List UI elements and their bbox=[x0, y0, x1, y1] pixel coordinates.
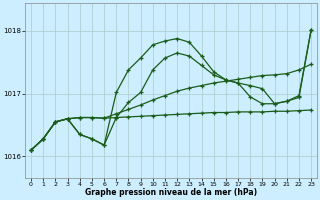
X-axis label: Graphe pression niveau de la mer (hPa): Graphe pression niveau de la mer (hPa) bbox=[85, 188, 257, 197]
